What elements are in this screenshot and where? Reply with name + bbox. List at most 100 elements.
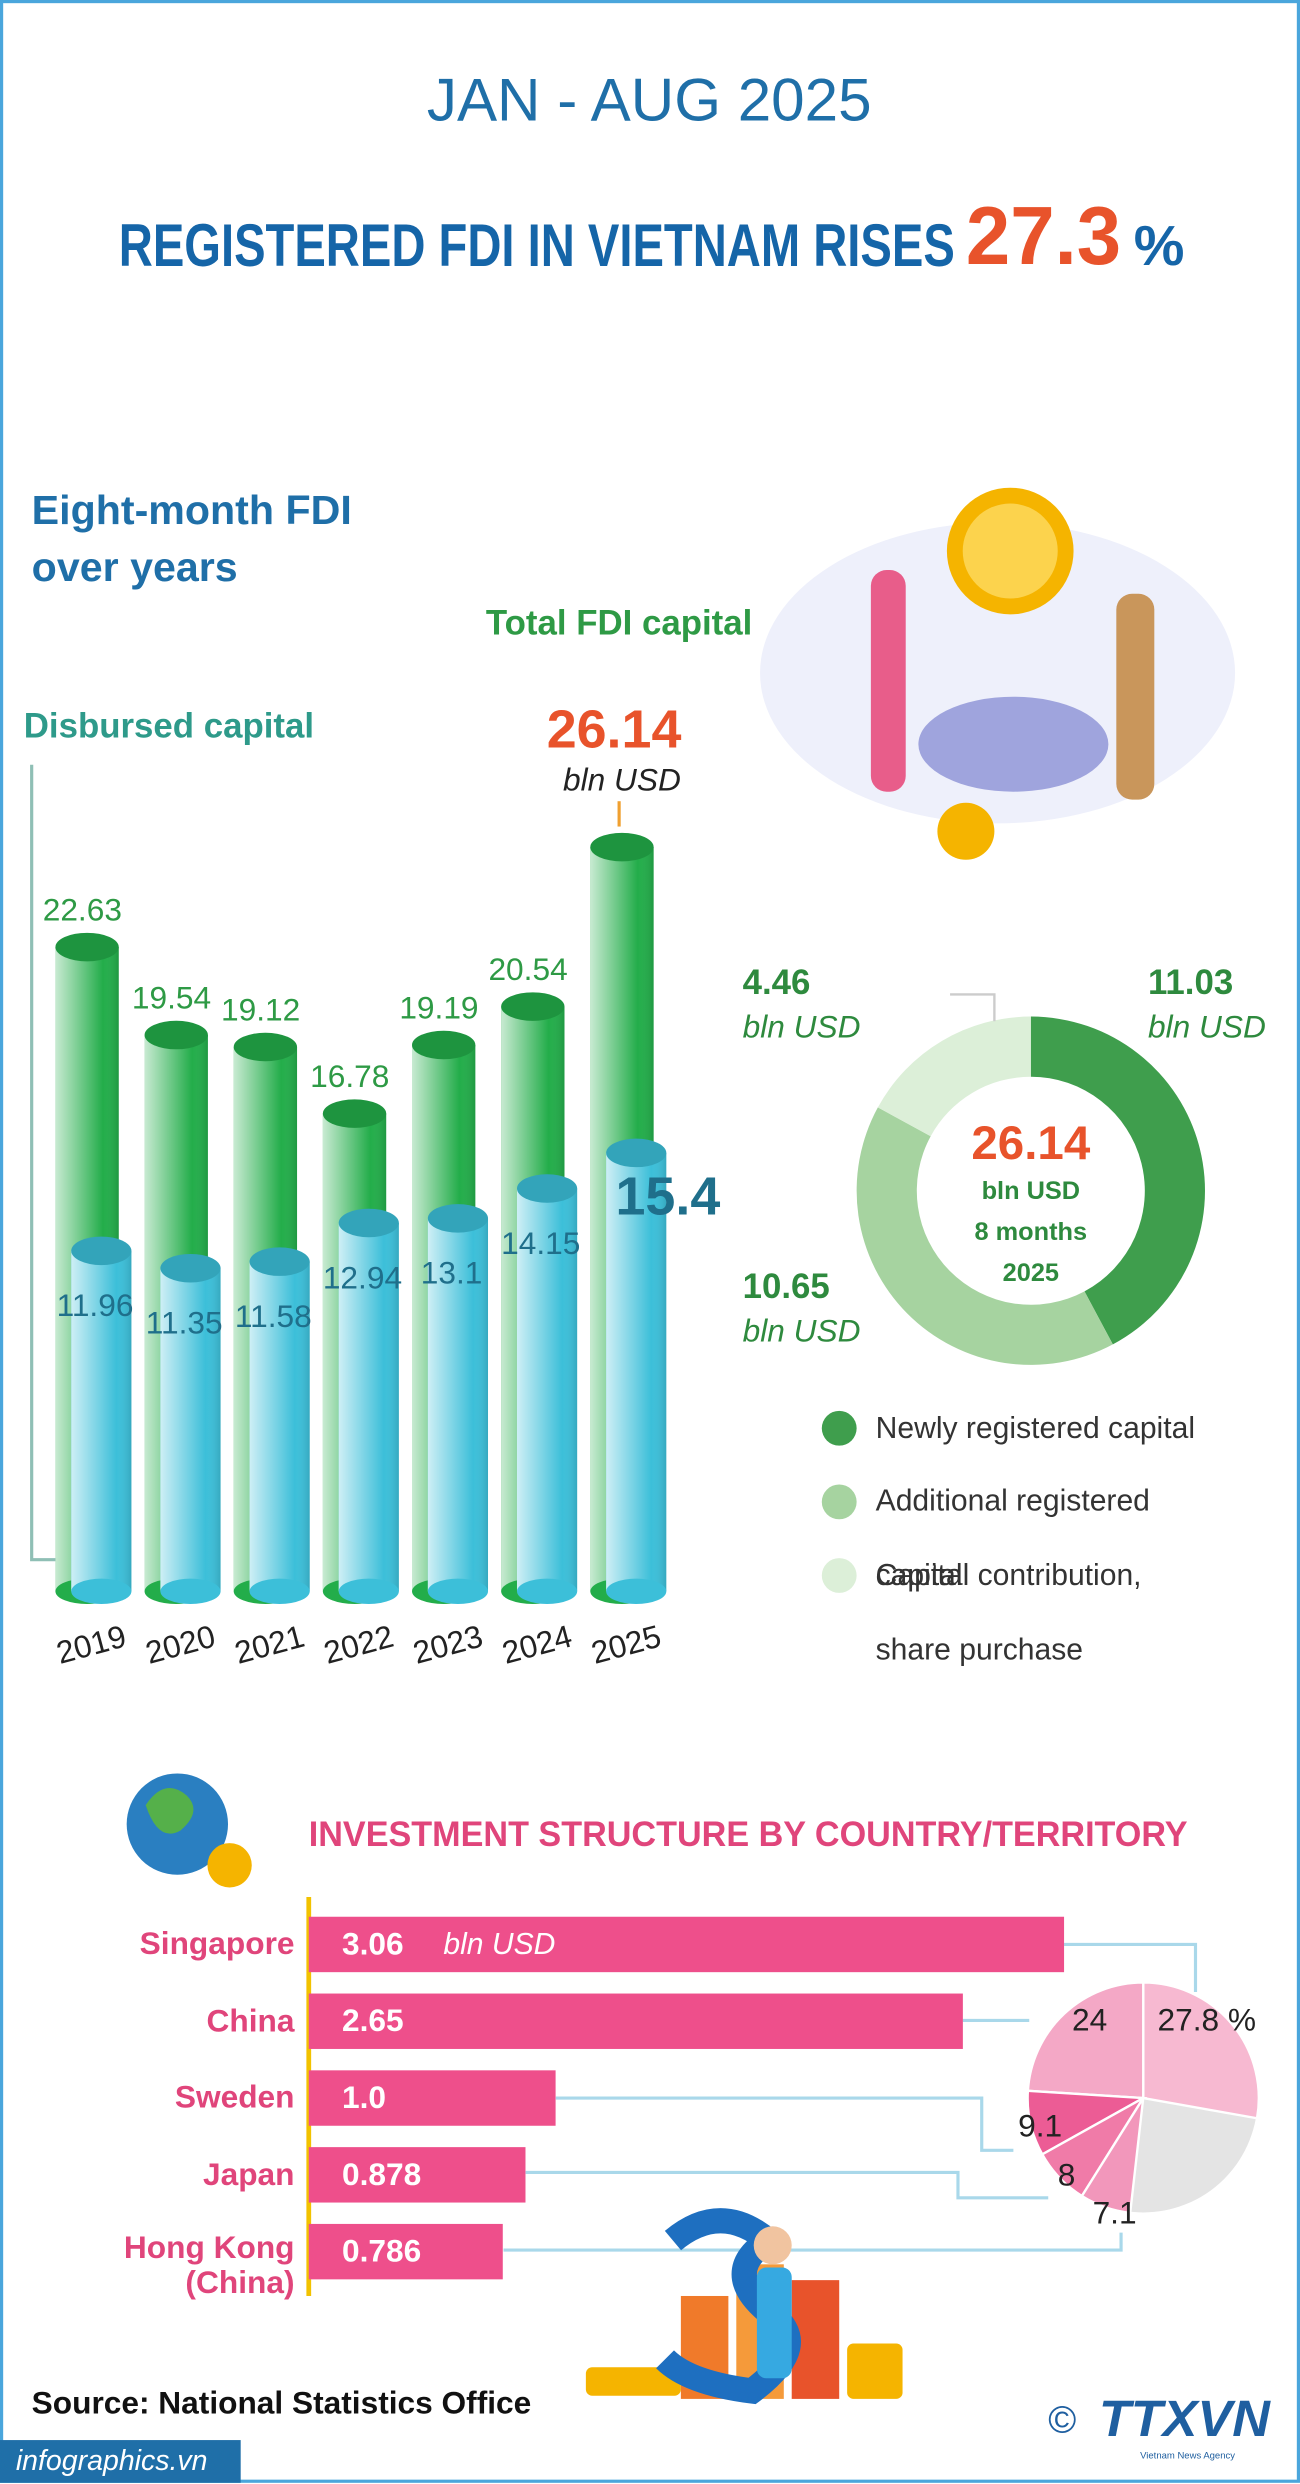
cylinder-shine — [427, 1218, 489, 1592]
cylinder-top-shade — [501, 992, 565, 1021]
connectors — [503, 1942, 1198, 2252]
connector — [555, 2096, 1014, 2152]
cylinder-top-shade — [606, 1138, 667, 1168]
cylinder-shine — [606, 1152, 667, 1592]
value-label: 24 — [1072, 2001, 1107, 2037]
value-label: 20.54 — [488, 951, 567, 987]
donut-note: 8 months 2025 — [974, 1219, 1088, 1288]
value-label: 11.58 — [235, 1298, 312, 1334]
cylinder-top — [71, 1236, 132, 1266]
legend-label: Additional registered capital — [875, 1485, 1150, 1593]
cylinder — [606, 1138, 667, 1605]
value-label: 1.0 — [342, 2079, 386, 2115]
coins — [847, 2343, 903, 2399]
value-label: 13.1 — [421, 1255, 483, 1291]
value-label: 27.8 % — [1157, 2001, 1256, 2037]
donut-slice — [877, 1016, 1031, 1137]
money-illustration — [585, 2208, 903, 2405]
cylinder-top — [55, 932, 119, 962]
cylinder-top — [516, 1174, 578, 1203]
connector — [525, 2170, 1049, 2200]
cylinder-bottom — [71, 1578, 132, 1605]
donut-slice — [1030, 1016, 1205, 1345]
cylinder-top — [160, 1253, 221, 1283]
value-label: 3.06 — [342, 1925, 404, 1961]
bar — [308, 2147, 526, 2203]
value-label: 2.65 — [342, 2002, 404, 2038]
cylinder-top — [590, 832, 654, 862]
pie-slice — [1142, 1981, 1260, 2120]
cylinder — [71, 1236, 132, 1605]
cylinder-top-shade — [71, 1236, 132, 1266]
cylinder-shine — [160, 1268, 221, 1592]
category-label: Sweden — [174, 2080, 295, 2116]
coin-small — [937, 802, 995, 860]
donut-total: 26.14 — [971, 1117, 1090, 1170]
cylinder-top-shade — [427, 1204, 489, 1233]
globe-coin — [207, 1843, 252, 1888]
unit-label: bln USD — [743, 1009, 861, 1045]
x-tick-label: 2024 — [498, 1618, 575, 1671]
cylinder-top-shade — [160, 1253, 221, 1283]
cylinder-bottom — [606, 1578, 667, 1605]
cylinder-top-shade — [516, 1174, 578, 1203]
person-left — [870, 570, 906, 792]
x-tick-label: 2021 — [231, 1618, 308, 1671]
value-label: 14.15 — [501, 1225, 580, 1261]
value-label: 4.46 — [743, 963, 811, 1002]
cylinder-shine — [516, 1188, 578, 1592]
chart-title: INVESTMENT STRUCTURE BY COUNTRY/TERRITOR… — [309, 1815, 1188, 1854]
category-label: Japan — [202, 2157, 295, 2193]
unit-label: bln USD — [563, 762, 681, 798]
cylinder-top-shade — [249, 1247, 310, 1276]
value-label: 0.786 — [342, 2233, 421, 2269]
category-label: China — [206, 2003, 295, 2039]
value-label: 19.12 — [221, 992, 300, 1028]
pie-slice — [1080, 2097, 1145, 2215]
period: JAN - AUG 2025 — [427, 66, 872, 133]
legend-label: Newly registered capital — [875, 1411, 1196, 1445]
connector — [1064, 1942, 1198, 1992]
cylinder — [427, 1204, 489, 1605]
unit-label: bln USD — [443, 1928, 555, 1961]
cylinder-top — [606, 1138, 667, 1168]
value-label: 8 — [1058, 2157, 1076, 2193]
cylinder — [160, 1253, 221, 1605]
copyright: © — [1048, 2400, 1076, 2442]
cylinder-top-shade — [590, 832, 654, 862]
cylinder-top — [233, 1032, 298, 1062]
value-label: 11.03 — [1148, 963, 1233, 1002]
legend-label: Capital contribution, share purchase — [875, 1558, 1142, 1667]
value-label: 0.878 — [342, 2156, 421, 2192]
cylinder-bottom — [516, 1578, 578, 1605]
cylinder-shine — [71, 1250, 132, 1592]
cylinder-shine — [338, 1222, 399, 1592]
legend-swatch — [821, 1484, 857, 1520]
cylinder-top — [427, 1204, 489, 1233]
cylinder-top-shade — [338, 1208, 399, 1238]
value-label-peak: 26.14 — [547, 699, 682, 759]
person-head — [753, 2226, 792, 2265]
cylinder-top-shade — [233, 1032, 298, 1062]
cylinder-top — [412, 1030, 476, 1060]
coin-inner — [962, 503, 1058, 599]
cylinder-bottom — [160, 1578, 221, 1605]
value-label: 22.63 — [43, 892, 122, 928]
cylinder-bottom — [427, 1578, 489, 1605]
cylinder-top — [501, 992, 565, 1021]
legend-swatch — [821, 1558, 857, 1593]
chart-title: Eight-month FDI over years — [31, 486, 352, 591]
site-strip — [0, 2440, 241, 2483]
coins — [585, 2367, 681, 2396]
value-label: 9.1 — [1018, 2107, 1062, 2143]
value-label: 12.94 — [323, 1259, 402, 1295]
leader-line — [950, 993, 996, 1022]
series-name: Total FDI capital — [486, 604, 752, 643]
value-label: 19.54 — [132, 980, 211, 1016]
person-right — [1116, 593, 1155, 800]
cylinder-bottom — [338, 1578, 399, 1605]
